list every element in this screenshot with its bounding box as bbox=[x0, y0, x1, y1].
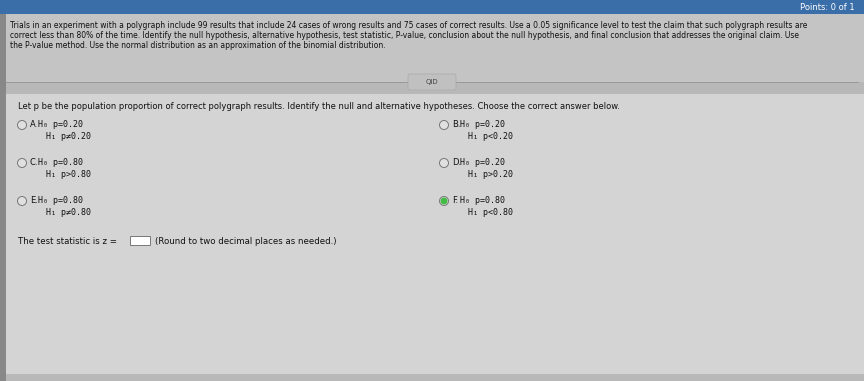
FancyBboxPatch shape bbox=[0, 14, 864, 381]
FancyBboxPatch shape bbox=[0, 14, 6, 381]
Text: H₁ p>0.20: H₁ p>0.20 bbox=[468, 170, 513, 179]
Text: Trials in an experiment with a polygraph include 99 results that include 24 case: Trials in an experiment with a polygraph… bbox=[10, 21, 807, 30]
FancyBboxPatch shape bbox=[408, 74, 456, 90]
Text: H₁ p>0.80: H₁ p>0.80 bbox=[46, 170, 91, 179]
Text: H₀ p=0.20: H₀ p=0.20 bbox=[38, 120, 83, 129]
Text: Points: 0 of 1: Points: 0 of 1 bbox=[800, 3, 855, 11]
FancyBboxPatch shape bbox=[6, 14, 864, 82]
Text: H₁ p≠0.80: H₁ p≠0.80 bbox=[46, 208, 91, 217]
Text: H₀ p=0.80: H₀ p=0.80 bbox=[460, 196, 505, 205]
Text: C.: C. bbox=[30, 158, 39, 167]
Circle shape bbox=[440, 120, 448, 130]
FancyBboxPatch shape bbox=[6, 94, 864, 374]
Circle shape bbox=[441, 197, 448, 205]
Circle shape bbox=[17, 197, 27, 205]
Text: correct less than 80% of the time. Identify the null hypothesis, alternative hyp: correct less than 80% of the time. Ident… bbox=[10, 31, 799, 40]
Text: QID: QID bbox=[426, 79, 438, 85]
Text: A.: A. bbox=[30, 120, 38, 129]
Circle shape bbox=[17, 120, 27, 130]
Text: (Round to two decimal places as needed.): (Round to two decimal places as needed.) bbox=[155, 237, 336, 246]
Text: H₁ p≠0.20: H₁ p≠0.20 bbox=[46, 132, 91, 141]
Text: H₀ p=0.20: H₀ p=0.20 bbox=[460, 158, 505, 167]
Circle shape bbox=[440, 158, 448, 168]
Text: H₀ p=0.20: H₀ p=0.20 bbox=[460, 120, 505, 129]
FancyBboxPatch shape bbox=[130, 236, 150, 245]
Text: E.: E. bbox=[30, 196, 38, 205]
Text: H₁ p<0.20: H₁ p<0.20 bbox=[468, 132, 513, 141]
Text: the P-value method. Use the normal distribution as an approximation of the binom: the P-value method. Use the normal distr… bbox=[10, 41, 385, 50]
Text: The test statistic is z =: The test statistic is z = bbox=[18, 237, 117, 246]
Text: D.: D. bbox=[452, 158, 461, 167]
Text: H₁ p<0.80: H₁ p<0.80 bbox=[468, 208, 513, 217]
Text: H₀ p=0.80: H₀ p=0.80 bbox=[38, 196, 83, 205]
Circle shape bbox=[17, 158, 27, 168]
FancyBboxPatch shape bbox=[0, 0, 864, 14]
Text: H₀ p=0.80: H₀ p=0.80 bbox=[38, 158, 83, 167]
Text: F.: F. bbox=[452, 196, 458, 205]
Text: B.: B. bbox=[452, 120, 461, 129]
Circle shape bbox=[440, 197, 448, 205]
Text: Let p be the population proportion of correct polygraph results. Identify the nu: Let p be the population proportion of co… bbox=[18, 102, 620, 111]
